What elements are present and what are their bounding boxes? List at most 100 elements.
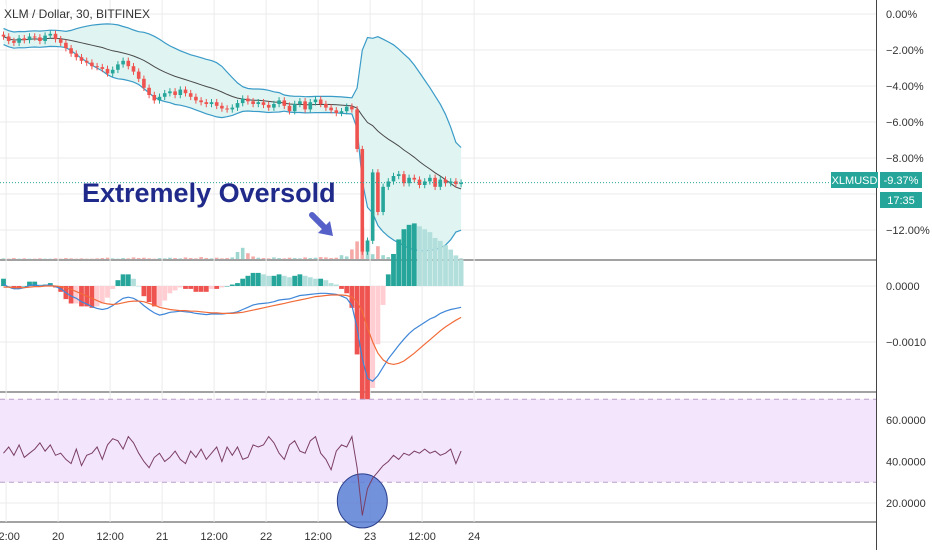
- volume-bar: [371, 254, 375, 259]
- volume-bar: [147, 258, 151, 259]
- volume-bar: [215, 258, 219, 259]
- volume-bar: [95, 258, 99, 259]
- volume-bar: [225, 258, 229, 259]
- price-tick-label: −8.00%: [886, 153, 924, 165]
- candle-body: [236, 103, 240, 108]
- candle-body: [241, 99, 245, 104]
- time-tick-label: 24: [468, 531, 480, 543]
- volume-bar: [179, 258, 183, 259]
- candle-body: [194, 97, 198, 101]
- candle-body: [106, 69, 110, 74]
- macd-histogram-bar: [74, 286, 79, 303]
- volume-bar: [309, 258, 313, 259]
- candle-body: [251, 101, 255, 104]
- candle-body: [428, 178, 432, 182]
- macd-histogram-bar: [105, 286, 110, 298]
- macd-histogram-bar: [157, 286, 162, 306]
- candle-body: [257, 102, 261, 104]
- candle-body: [49, 34, 53, 36]
- candle-body: [314, 100, 318, 103]
- macd-histogram-bar: [204, 286, 209, 292]
- candle-body: [288, 106, 292, 111]
- candle-body: [340, 111, 344, 113]
- volume-bar: [158, 258, 162, 259]
- candle-body: [12, 41, 16, 43]
- macd-histogram-bar: [230, 285, 235, 286]
- current-value-label: -9.37%: [884, 175, 919, 187]
- price-tick-label: −2.00%: [886, 45, 924, 57]
- candle-body: [231, 108, 235, 110]
- volume-bar: [381, 255, 385, 259]
- candle-body: [173, 91, 177, 95]
- candle-body: [59, 39, 63, 43]
- candle-body: [38, 37, 42, 41]
- volume-bar: [288, 258, 292, 259]
- time-tick-label: 12:00: [96, 531, 124, 543]
- bollinger-bands: [4, 24, 462, 251]
- candle-body: [54, 34, 58, 39]
- symbol-badge-label: XLMUSD: [832, 175, 878, 187]
- arrow-icon: [312, 215, 333, 236]
- volume-bar: [272, 257, 276, 259]
- macd-histogram-bar: [308, 277, 313, 286]
- macd-histogram-bar: [256, 273, 261, 286]
- candle-body: [350, 107, 354, 110]
- macd-histogram-bar: [162, 286, 167, 301]
- volume-bar: [12, 258, 16, 259]
- volume-bar: [121, 258, 125, 259]
- macd-histogram-bar: [329, 283, 334, 286]
- annotation-text: Extremely Oversold: [82, 178, 336, 208]
- countdown-badge: 17:35: [880, 192, 922, 208]
- candle-body: [439, 180, 443, 187]
- candle-body: [272, 104, 276, 108]
- volume-bar: [314, 258, 318, 259]
- time-tick-label: 22: [260, 531, 272, 543]
- volume-bar: [127, 258, 131, 259]
- volume-bar: [106, 258, 110, 259]
- candle-body: [205, 102, 209, 104]
- candle-body: [392, 176, 396, 181]
- macd-histogram-bar: [376, 286, 381, 344]
- candle-body: [303, 101, 307, 109]
- macd-histogram-bar: [381, 286, 386, 305]
- macd-histogram-bar: [90, 286, 95, 308]
- volume-bar: [350, 249, 354, 259]
- volume-bar: [387, 257, 391, 259]
- candle-body: [163, 93, 167, 97]
- volume-bar: [298, 258, 302, 259]
- rsi-tick-label: 40.0000: [886, 457, 926, 469]
- candle-body: [137, 72, 141, 79]
- candle-body: [262, 102, 266, 105]
- macd-histogram-bar: [272, 276, 277, 286]
- macd-histogram-bar: [251, 273, 256, 286]
- candle-body: [381, 187, 385, 212]
- volume-bar: [376, 246, 380, 259]
- macd-histogram-bar: [173, 286, 178, 290]
- candle-body: [199, 100, 203, 102]
- price-tick-label: −4.00%: [886, 81, 924, 93]
- candle-body: [402, 174, 406, 183]
- macd-histogram-bar: [126, 274, 131, 286]
- candle-body: [127, 61, 131, 66]
- candle-body: [324, 104, 328, 108]
- macd-histogram-bar: [391, 254, 396, 286]
- candle-body: [17, 38, 21, 43]
- macd-histogram-bar: [298, 274, 303, 286]
- macd-histogram-bar: [407, 225, 412, 286]
- volume-bar: [189, 258, 193, 259]
- candle-body: [64, 43, 68, 48]
- bollinger-fill: [4, 24, 462, 251]
- macd-histogram-bar: [147, 286, 152, 302]
- macd-histogram-bar: [339, 286, 344, 289]
- volume-bar: [220, 258, 224, 259]
- countdown-label: 17:35: [887, 195, 915, 207]
- macd-histogram-bar: [438, 241, 443, 286]
- macd-pane: [1, 223, 463, 417]
- chart-title: XLM / Dollar, 30, BITFINEX: [4, 7, 150, 21]
- candle-body: [335, 110, 339, 113]
- macd-histogram-bar: [225, 286, 230, 287]
- candle-body: [355, 109, 359, 149]
- volume-bar: [54, 258, 58, 259]
- candle-body: [215, 102, 219, 106]
